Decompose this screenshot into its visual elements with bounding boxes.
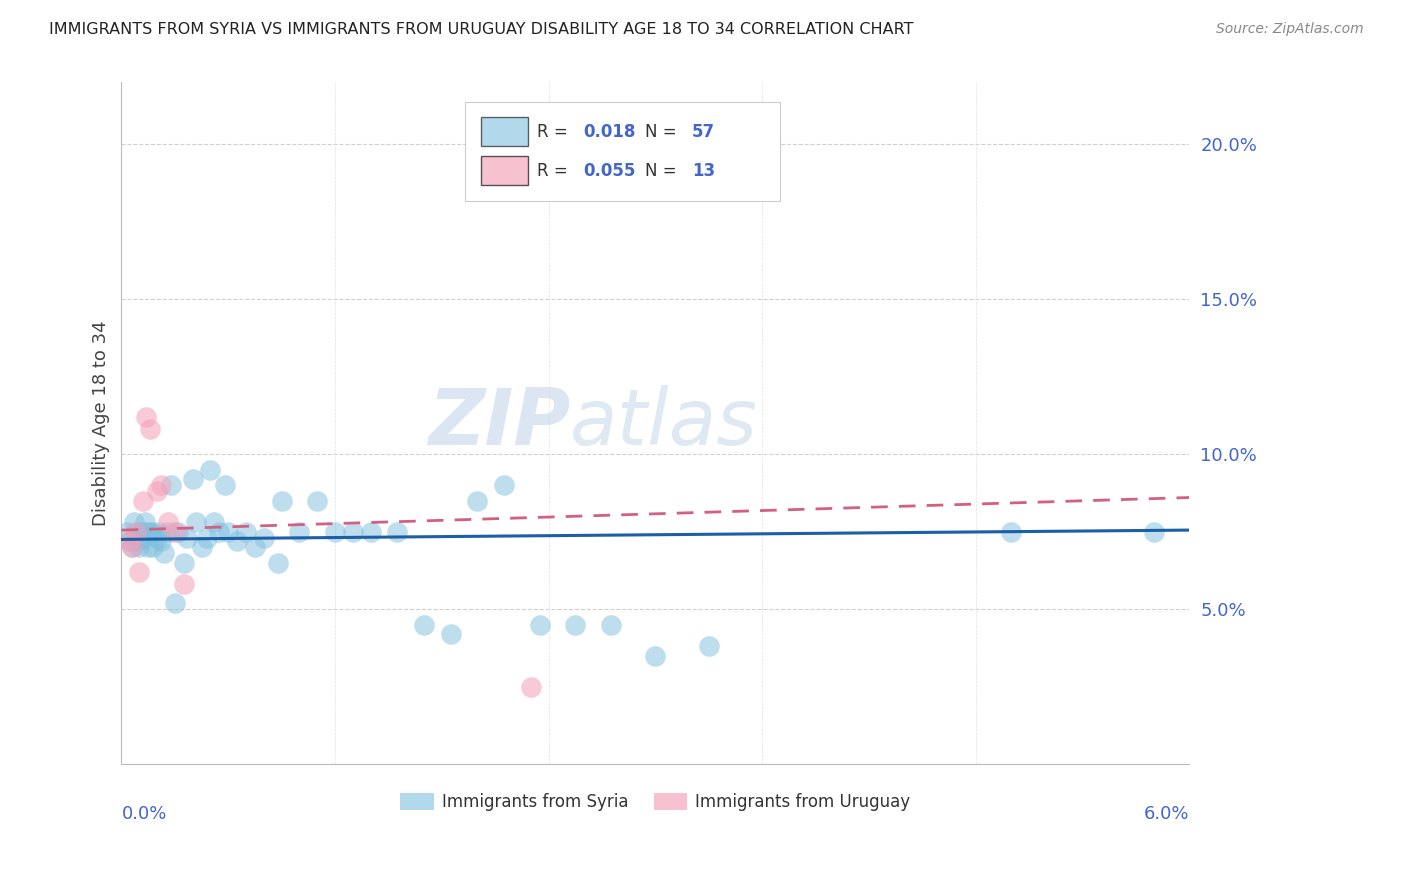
Point (128, 565, 150, 579)
Point (200, 462, 222, 476)
Point (132, 493, 155, 508)
Point (139, 524, 162, 539)
Text: Source: ZipAtlas.com: Source: ZipAtlas.com (1216, 22, 1364, 37)
Text: 0.018: 0.018 (582, 123, 636, 141)
Point (387, 524, 409, 539)
Point (160, 478, 183, 492)
Text: 13: 13 (692, 161, 714, 179)
Point (202, 516, 225, 530)
Point (153, 546, 176, 560)
Point (139, 422, 162, 436)
Point (132, 531, 155, 545)
Point (190, 540, 212, 554)
Point (129, 524, 152, 539)
Text: 0.0%: 0.0% (121, 805, 167, 823)
Point (467, 493, 489, 508)
Point (307, 493, 329, 508)
Point (214, 478, 236, 492)
Point (122, 516, 145, 530)
Point (564, 617, 586, 632)
Point (142, 540, 165, 554)
Text: N =: N = (645, 123, 682, 141)
Point (208, 524, 231, 539)
Point (121, 540, 143, 554)
Legend: Immigrants from Syria, Immigrants from Uruguay: Immigrants from Syria, Immigrants from U… (394, 786, 917, 817)
Text: 0.055: 0.055 (582, 161, 636, 179)
Point (141, 524, 163, 539)
Point (149, 533, 172, 548)
Point (520, 680, 543, 694)
Text: ZIP: ZIP (427, 385, 569, 461)
FancyBboxPatch shape (465, 103, 780, 202)
Point (173, 556, 195, 570)
Text: R =: R = (537, 161, 572, 179)
Point (1143, 524, 1166, 539)
Point (149, 478, 172, 492)
Text: 6.0%: 6.0% (1144, 805, 1189, 823)
Point (360, 524, 382, 539)
Point (167, 524, 190, 539)
Point (163, 596, 186, 610)
Point (156, 524, 179, 539)
Point (115, 524, 138, 539)
Text: N =: N = (645, 161, 682, 179)
Point (148, 524, 170, 539)
Point (120, 533, 142, 548)
Point (644, 648, 666, 663)
Point (125, 524, 148, 539)
Point (267, 556, 290, 570)
Point (127, 533, 149, 548)
FancyBboxPatch shape (481, 118, 529, 146)
Y-axis label: Disability Age 18 to 34: Disability Age 18 to 34 (93, 320, 110, 526)
Text: IMMIGRANTS FROM SYRIA VS IMMIGRANTS FROM URUGUAY DISABILITY AGE 18 TO 34 CORRELA: IMMIGRANTS FROM SYRIA VS IMMIGRANTS FROM… (49, 22, 914, 37)
Point (135, 524, 157, 539)
Text: R =: R = (537, 123, 572, 141)
Point (163, 524, 186, 539)
Point (599, 617, 621, 632)
Point (125, 524, 148, 539)
Point (181, 472, 204, 486)
Point (440, 627, 463, 641)
Point (342, 524, 364, 539)
Point (156, 516, 179, 530)
Point (146, 484, 169, 499)
Point (128, 540, 150, 554)
Point (186, 516, 208, 530)
Point (323, 524, 346, 539)
Point (697, 640, 720, 654)
Point (226, 533, 249, 548)
Point (136, 540, 159, 554)
Point (243, 540, 266, 554)
Point (195, 531, 218, 545)
Point (117, 533, 139, 548)
Point (494, 478, 516, 492)
Point (288, 524, 311, 539)
Point (121, 540, 143, 554)
Point (270, 493, 292, 508)
Point (173, 577, 195, 591)
Point (134, 516, 156, 530)
Text: 57: 57 (692, 123, 714, 141)
Text: atlas: atlas (569, 385, 758, 461)
Point (235, 524, 257, 539)
Point (413, 617, 436, 632)
Point (135, 409, 157, 424)
FancyBboxPatch shape (481, 156, 529, 185)
Point (1000, 524, 1022, 539)
Point (529, 617, 551, 632)
Point (176, 531, 198, 545)
Point (146, 531, 169, 545)
Point (217, 524, 239, 539)
Point (253, 531, 276, 545)
